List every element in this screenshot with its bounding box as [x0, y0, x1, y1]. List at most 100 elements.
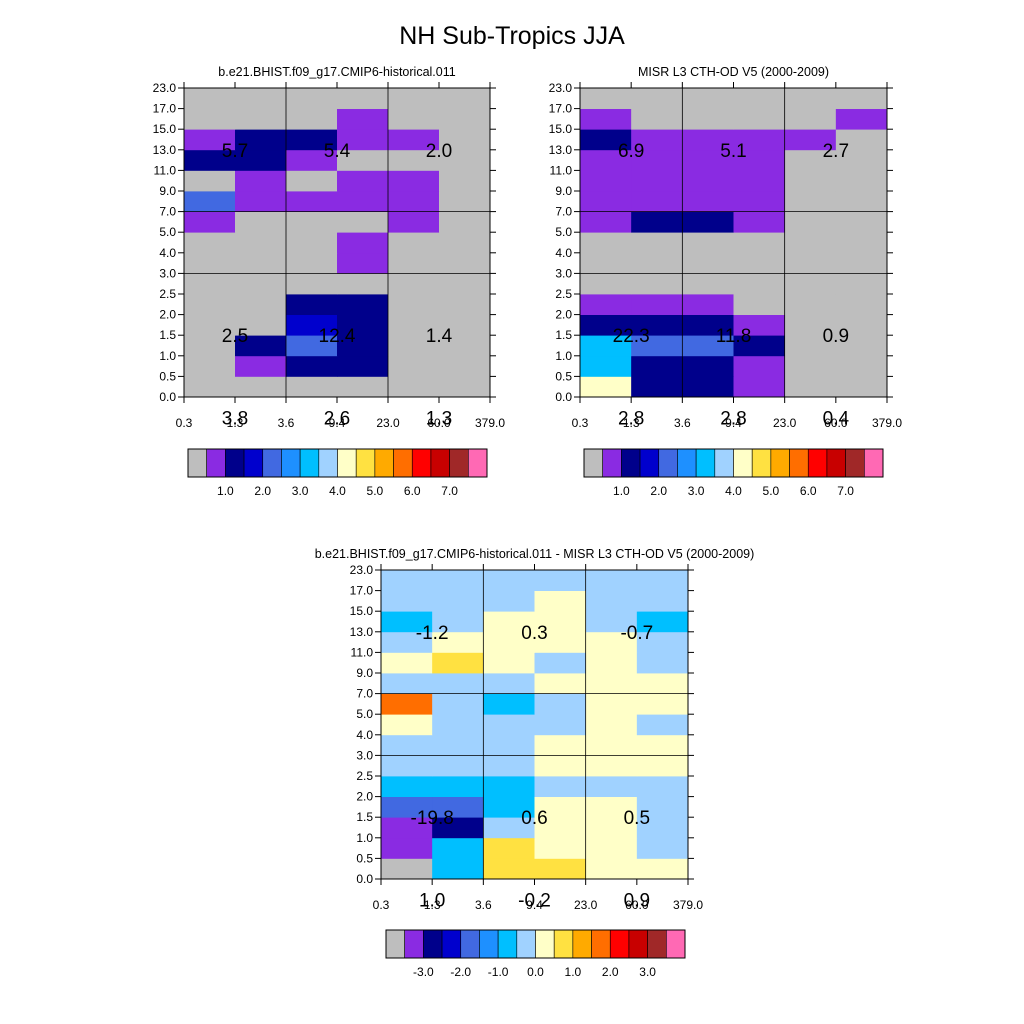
- heatmap-cell: [286, 108, 338, 130]
- heatmap-cell: [534, 858, 587, 880]
- heatmap-cell: [337, 170, 389, 192]
- heatmap-cell: [439, 211, 491, 233]
- y-tick-label: 9.0: [356, 666, 373, 680]
- heatmap-cell: [580, 376, 632, 398]
- heatmap-cell: [835, 232, 888, 254]
- heatmap-cell: [636, 693, 689, 715]
- heatmap-cell: [439, 129, 491, 151]
- heatmap-cell: [585, 714, 638, 736]
- heatmap-cell: [733, 108, 786, 130]
- cell-annotation: 12.4: [319, 326, 356, 347]
- heatmap-cell: [388, 252, 440, 274]
- cell-annotation: 0.3: [521, 623, 547, 644]
- heatmap-cell: [682, 88, 734, 109]
- y-tick-label: 13.0: [350, 625, 374, 639]
- heatmap-cell: [784, 108, 837, 130]
- heatmap-cell: [184, 335, 236, 357]
- colorbar-swatch: [516, 929, 536, 959]
- colorbar-swatch: [666, 929, 686, 959]
- cell-annotation: 3.8: [222, 409, 248, 430]
- y-tick-label: 0.0: [159, 390, 176, 404]
- colorbar-label: 3.0: [688, 484, 705, 498]
- colorbar-label: 5.0: [367, 484, 384, 498]
- heatmap-cell: [439, 314, 491, 336]
- cell-annotation: 11.8: [716, 326, 752, 347]
- heatmap-cell: [388, 314, 440, 336]
- y-tick-label: 4.0: [159, 246, 176, 260]
- y-tick-label: 1.5: [356, 810, 373, 824]
- y-tick-label: 5.0: [356, 707, 373, 721]
- heatmap-cell: [432, 734, 484, 756]
- y-tick-label: 13.0: [153, 143, 177, 157]
- heatmap-cell: [585, 652, 638, 674]
- colorbar-swatch: [789, 448, 809, 478]
- colorbar-frame: [385, 929, 686, 959]
- heatmap-cell: [534, 693, 587, 715]
- x-tick-label: 1.3: [227, 416, 244, 430]
- heatmap-cell: [439, 335, 491, 357]
- heatmap-cell: [483, 570, 535, 591]
- colorbar: 1.0 2.0 3.0 4.0 5.0 6.0 7.0: [187, 448, 488, 498]
- heatmap-cell: [381, 837, 433, 859]
- heatmap-cell: [381, 590, 433, 612]
- heatmap-cell: [235, 294, 287, 315]
- heatmap-cell: [432, 652, 484, 674]
- y-tick-label: 7.0: [356, 687, 373, 701]
- heatmap-cell: [432, 714, 484, 736]
- colorbar-swatch: [609, 929, 630, 959]
- heatmap-cell: [733, 376, 786, 398]
- colorbar-swatch: [441, 929, 462, 959]
- heatmap-cell: [631, 88, 683, 109]
- heatmap-cell: [784, 211, 837, 233]
- panel-title: MISR L3 CTH-OD V5 (2000-2009): [638, 65, 829, 79]
- heatmap-cell: [388, 191, 440, 212]
- y-tick-label: 2.5: [159, 287, 176, 301]
- heatmap-cell: [381, 817, 433, 839]
- heatmap-cell: [682, 314, 734, 336]
- heatmap-cell: [184, 376, 236, 398]
- y-tick-label: 1.5: [555, 328, 572, 342]
- y-tick-label: 3.0: [555, 266, 572, 280]
- heatmap-cell: [184, 149, 236, 171]
- heatmap-cell: [388, 335, 440, 357]
- heatmap-cell: [733, 129, 786, 151]
- heatmap-cell: [631, 170, 683, 192]
- heatmap-cell: [636, 776, 689, 797]
- y-tick-label: 3.0: [159, 266, 176, 280]
- colorbar-label: 3.0: [292, 484, 309, 498]
- x-tick-label: 23.0: [574, 898, 598, 912]
- colorbar-label: 1.0: [565, 965, 582, 979]
- colorbar-swatch: [695, 448, 716, 478]
- heatmap-cell: [337, 149, 389, 171]
- heatmap-cell: [337, 88, 389, 109]
- heatmap-cell: [631, 314, 683, 336]
- heatmap-cell: [388, 108, 440, 130]
- colorbar-swatch: [553, 929, 574, 959]
- y-tick-label: 1.0: [555, 349, 572, 363]
- heatmap-cell: [631, 232, 683, 254]
- heatmap-cell: [432, 611, 484, 633]
- heatmap-cell: [580, 149, 632, 171]
- heatmap-cell: [784, 294, 837, 315]
- heatmap-cell: [733, 88, 786, 109]
- colorbar-swatch: [337, 448, 357, 478]
- y-tick-label: 15.0: [153, 122, 177, 136]
- heatmap-cell: [631, 129, 683, 151]
- cell-annotation: 0.4: [823, 409, 850, 430]
- heatmap-cell: [835, 335, 888, 357]
- heatmap-cell: [580, 273, 632, 295]
- colorbar-swatch: [385, 929, 405, 959]
- heatmap-cell: [580, 355, 632, 377]
- heatmap-cell: [337, 376, 389, 398]
- y-tick-label: 23.0: [153, 81, 177, 95]
- heatmap-cell: [784, 273, 837, 295]
- heatmap-cell: [184, 314, 236, 336]
- heatmap-cell: [432, 570, 484, 591]
- cell-annotation: 5.7: [222, 141, 248, 162]
- colorbar-swatch: [449, 448, 469, 478]
- heatmap-cell: [432, 776, 484, 797]
- heatmap-cell: [835, 88, 888, 109]
- heatmap-cell: [439, 108, 491, 130]
- heatmap-cell: [439, 273, 491, 295]
